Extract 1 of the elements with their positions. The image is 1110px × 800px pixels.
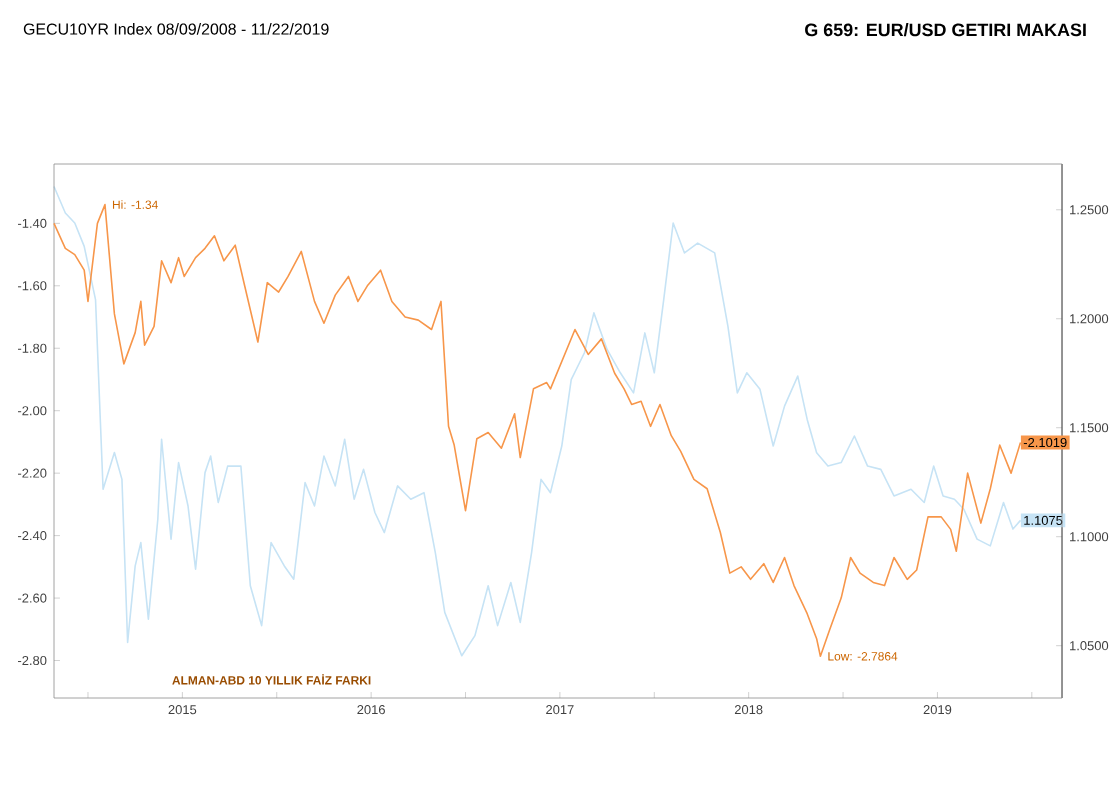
chart-title: G 659: EUR/USD GETIRI MAKASI — [805, 23, 1086, 37]
